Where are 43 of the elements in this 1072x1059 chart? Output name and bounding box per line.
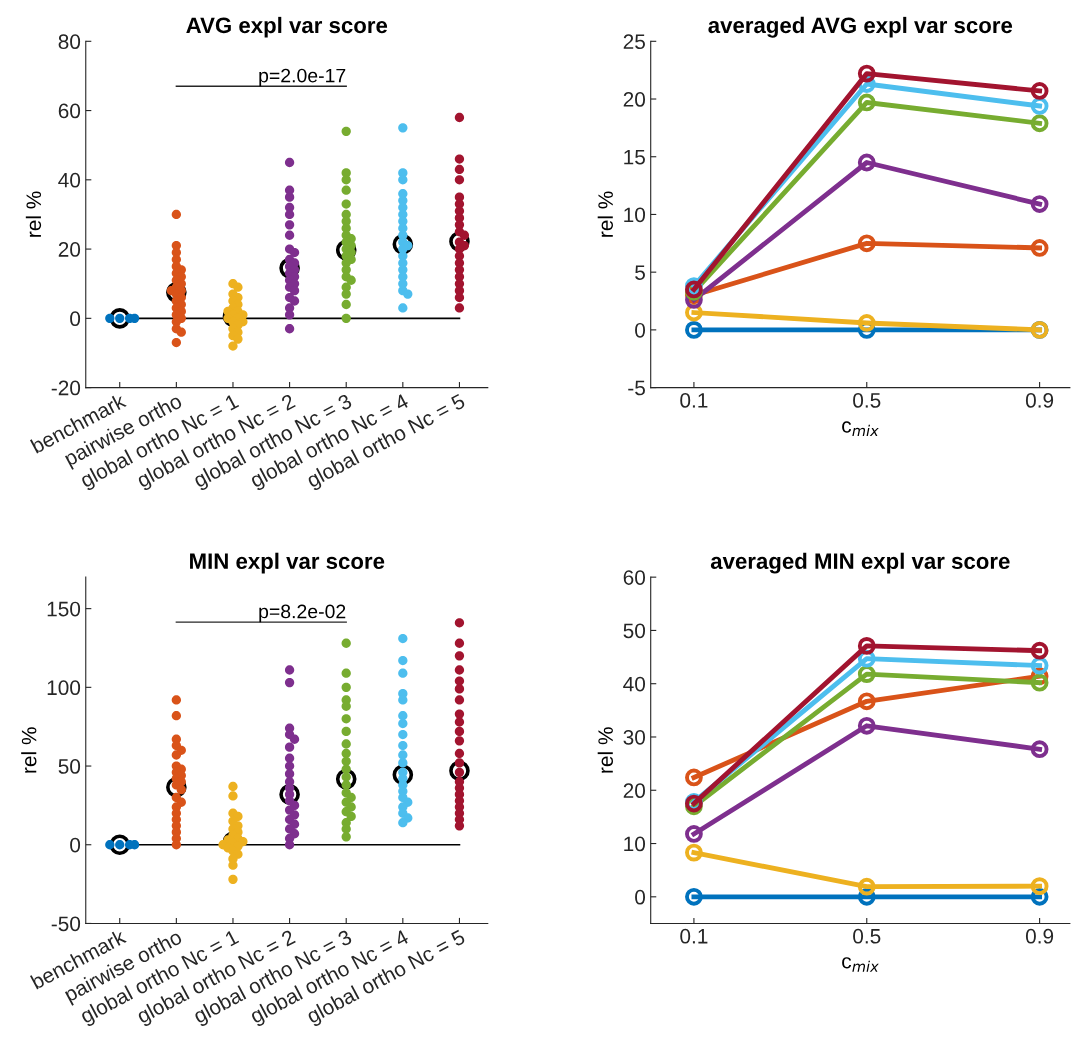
y-axis-title: rel % — [597, 191, 613, 237]
chart-title: averaged AVG expl var score — [708, 16, 1013, 38]
y-axis-title: rel % — [21, 727, 37, 773]
y-tick-label: 0 — [635, 322, 646, 338]
y-tick-label: 30 — [623, 729, 646, 745]
y-tick-label: 50 — [623, 623, 646, 639]
y-tick-label: 20 — [58, 242, 81, 257]
y-tick-label: 150 — [47, 601, 81, 617]
y-tick-label: 10 — [624, 836, 646, 852]
chart-title: AVG expl var score — [186, 16, 388, 38]
y-tick-label: 0 — [70, 837, 81, 853]
chart-title: MIN expl var score — [190, 552, 385, 574]
y-tick-label: 60 — [623, 570, 646, 585]
y-tick-label: 40 — [623, 676, 646, 692]
annotation: p=8.2e-02 — [259, 604, 346, 623]
y-tick-label: 20 — [623, 783, 646, 799]
y-tick-label: -20 — [51, 380, 81, 396]
y-tick-label: 40 — [58, 172, 81, 188]
x-tick-label: 0.1 — [680, 393, 708, 408]
y-tick-label: 10 — [624, 207, 646, 223]
x-tick-label: 0.1 — [680, 928, 708, 944]
x-axis-title: c$_{mix}$ — [842, 421, 879, 436]
y-tick-label: 20 — [623, 92, 646, 107]
x-axis-title: c$_{mix}$ — [842, 957, 879, 972]
y-axis-title: rel % — [25, 191, 42, 237]
y-tick-label: -50 — [51, 916, 81, 932]
y-tick-label: 60 — [58, 103, 81, 119]
x-tick-label: 0.9 — [1025, 393, 1054, 408]
y-tick-label: 50 — [58, 759, 81, 774]
y-tick-label: -5 — [628, 380, 645, 396]
y-tick-label: 25 — [623, 34, 645, 50]
y-tick-label: 0 — [70, 311, 81, 327]
y-tick-label: 15 — [624, 149, 645, 165]
chart-title: averaged MIN expl var score — [710, 552, 1010, 574]
x-tick-label: 0.9 — [1025, 928, 1054, 944]
y-tick-label: 80 — [58, 34, 81, 50]
y-tick-label: 5 — [635, 265, 645, 280]
x-tick-label: 0.5 — [853, 393, 881, 408]
annotation: p=2.0e-17 — [259, 68, 346, 87]
y-tick-label: 0 — [635, 889, 646, 905]
y-tick-label: 100 — [47, 680, 81, 696]
x-tick-label: 0.5 — [853, 928, 881, 944]
y-axis-title: rel % — [597, 727, 613, 773]
